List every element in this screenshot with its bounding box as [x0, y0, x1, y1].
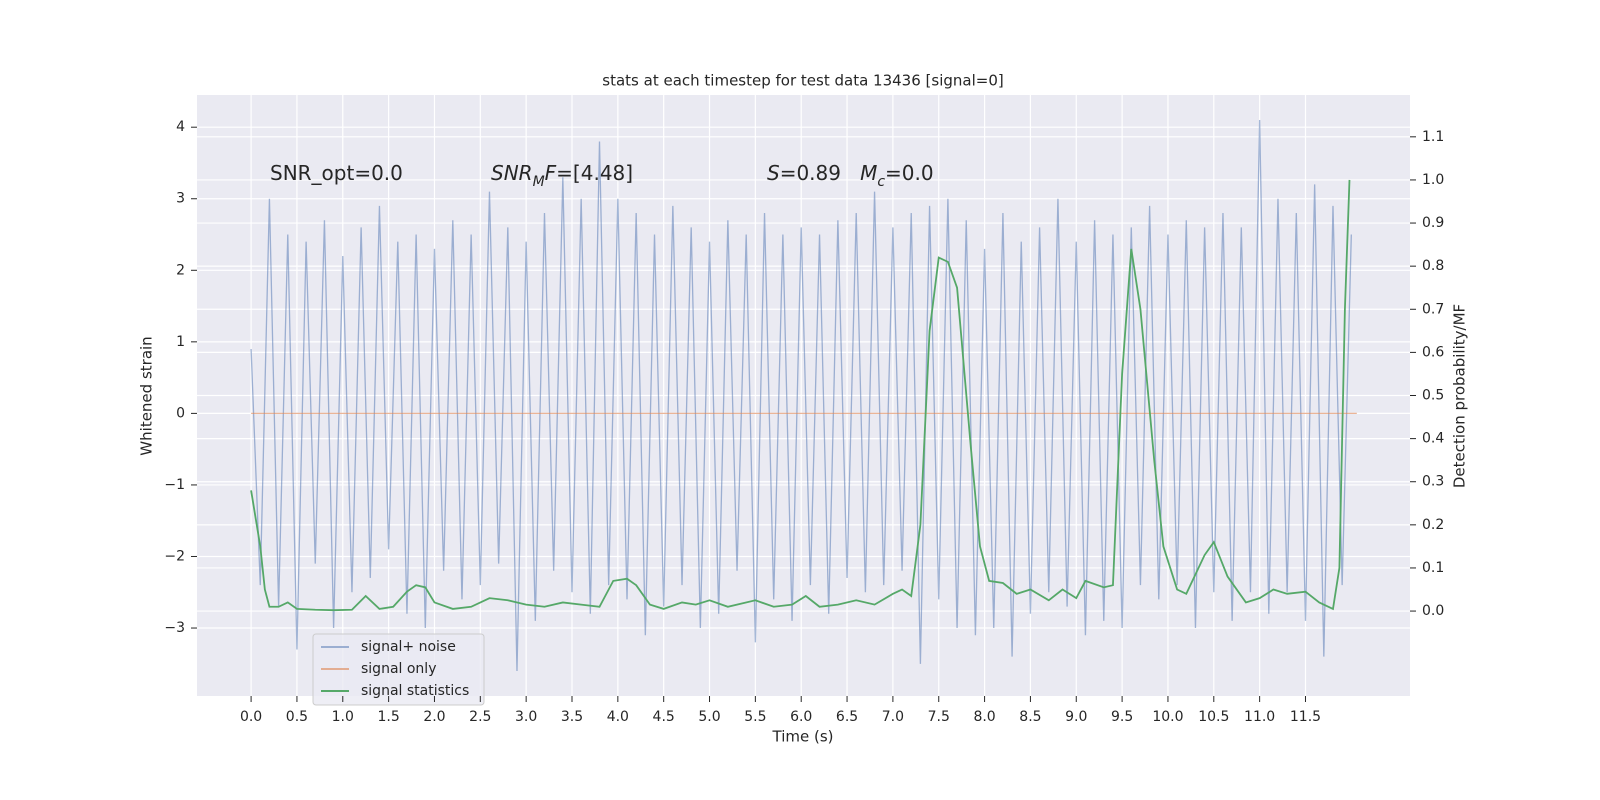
legend-label: signal only	[361, 661, 436, 677]
y2-tick-label: 0.0	[1422, 603, 1444, 619]
x-tick-label: 8.5	[1019, 709, 1041, 725]
x-tick-label: 4.5	[653, 709, 675, 725]
x-tick-label: 9.5	[1111, 709, 1133, 725]
x-tick-label: 1.5	[377, 709, 399, 725]
grid	[197, 95, 1410, 696]
y2-tick-label: 1.0	[1422, 172, 1444, 188]
y2-tick-label: 0.5	[1422, 388, 1444, 404]
annotation-part: M	[533, 174, 545, 190]
chart-title: stats at each timestep for test data 134…	[602, 72, 1003, 90]
x-tick-label: 5.0	[698, 709, 720, 725]
x-tick-label: 3.0	[515, 709, 537, 725]
y-tick-label: −3	[164, 620, 185, 636]
x-tick-label: 1.0	[332, 709, 354, 725]
x-tick-label: 7.0	[882, 709, 904, 725]
x-tick-label: 5.5	[744, 709, 766, 725]
annotation: S=0.89 Mc=0.0	[767, 161, 934, 191]
y-axis-label: Whitened strain	[138, 336, 156, 455]
annotation-part: =0.0	[885, 161, 934, 185]
x-tick-label: 3.5	[561, 709, 583, 725]
legend: signal+ noise signal only signal statistic…	[312, 633, 485, 706]
y2-tick-label: 1.1	[1422, 129, 1444, 145]
y2-tick-label: 0.9	[1422, 215, 1444, 231]
y-tick-label: 3	[176, 191, 185, 207]
x-tick-label: 0.0	[240, 709, 262, 725]
legend-box	[312, 633, 485, 706]
x-tick-label: 0.5	[286, 709, 308, 725]
annotation-part: F	[545, 161, 557, 185]
y2-tick-label: 0.2	[1422, 517, 1444, 533]
y2-tick-label: 0.1	[1422, 560, 1444, 576]
annotation-part: =[4.48]	[556, 161, 633, 185]
x-tick-label: 9.0	[1065, 709, 1087, 725]
x-tick-label: 10.5	[1198, 709, 1229, 725]
y-tick-label: −2	[164, 548, 185, 564]
y-tick-label: 1	[176, 334, 185, 350]
x-tick-label: 2.5	[469, 709, 491, 725]
legend-label: signal+ noise	[361, 639, 456, 655]
y-tick-label: 0	[176, 405, 185, 421]
y2-tick-label: 0.7	[1422, 301, 1444, 317]
x-tick-label: 11.5	[1290, 709, 1321, 725]
annotation-part: SNR	[491, 161, 533, 185]
x-tick-label: 8.0	[973, 709, 995, 725]
annotation: SNRMF=[4.48]	[491, 161, 633, 191]
y-tick-label: 2	[176, 262, 185, 278]
x-tick-label: 11.0	[1244, 709, 1275, 725]
x-tick-label: 6.5	[836, 709, 858, 725]
x-tick-label: 7.5	[928, 709, 950, 725]
annotation: SNR_opt=0.0	[270, 161, 403, 185]
legend-label: signal statistics	[361, 683, 469, 699]
y-tick-label: 4	[176, 119, 185, 135]
annotation-part: c	[877, 174, 885, 190]
x-tick-label: 10.0	[1152, 709, 1183, 725]
annotation-part: M	[860, 161, 877, 185]
y2-tick-label: 0.4	[1422, 431, 1444, 447]
x-tick-label: 6.0	[790, 709, 812, 725]
y-tick-label: −1	[164, 477, 185, 493]
marks	[250, 120, 1357, 671]
y2-tick-label: 0.6	[1422, 344, 1444, 360]
annotation-part: =0.89	[780, 161, 860, 185]
annotation-part: S	[767, 161, 780, 185]
annotation-part: SNR_opt=0.0	[270, 161, 403, 185]
y2-tick-label: 0.3	[1422, 474, 1444, 490]
x-tick-label: 4.0	[607, 709, 629, 725]
series-line	[250, 120, 1352, 671]
x-axis-label: Time (s)	[772, 728, 834, 746]
x-tick-label: 2.0	[423, 709, 445, 725]
y2-tick-label: 0.8	[1422, 258, 1444, 274]
y2-axis-label: Detection probability/MF	[1451, 304, 1469, 488]
series-line	[250, 179, 1351, 612]
